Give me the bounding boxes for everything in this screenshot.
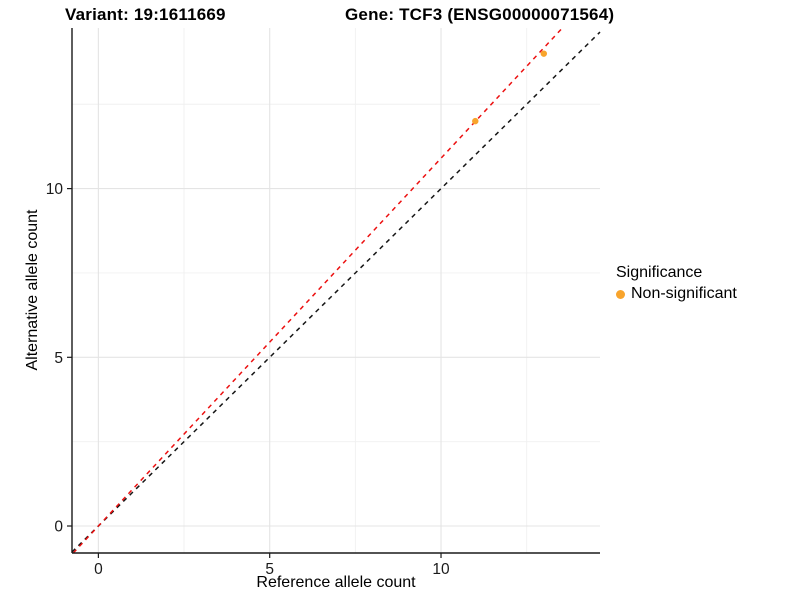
legend: Significance Non-significant — [616, 264, 737, 303]
legend-item-non-significant: Non-significant — [616, 285, 737, 303]
legend-title: Significance — [616, 264, 703, 281]
data-point — [472, 117, 479, 125]
fitted-line — [72, 27, 563, 554]
x-tick-label: 5 — [265, 561, 274, 578]
x-tick-label: 10 — [432, 561, 450, 578]
y-axis-title: Alternative allele count — [24, 209, 41, 371]
gene-title: Gene: TCF3 (ENSG00000071564) — [345, 5, 615, 24]
legend-dot-icon — [616, 289, 625, 299]
y-tick-label: 5 — [54, 350, 63, 367]
y-tick-label: 0 — [54, 519, 63, 536]
variant-title: Variant: 19:1611669 — [65, 5, 226, 24]
legend-item-label: Non-significant — [631, 285, 737, 302]
identity-line — [71, 31, 601, 553]
x-axis-title: Reference allele count — [256, 574, 416, 591]
y-tick-label: 10 — [46, 181, 64, 198]
x-tick-label: 0 — [94, 561, 103, 578]
data-point — [540, 50, 548, 57]
